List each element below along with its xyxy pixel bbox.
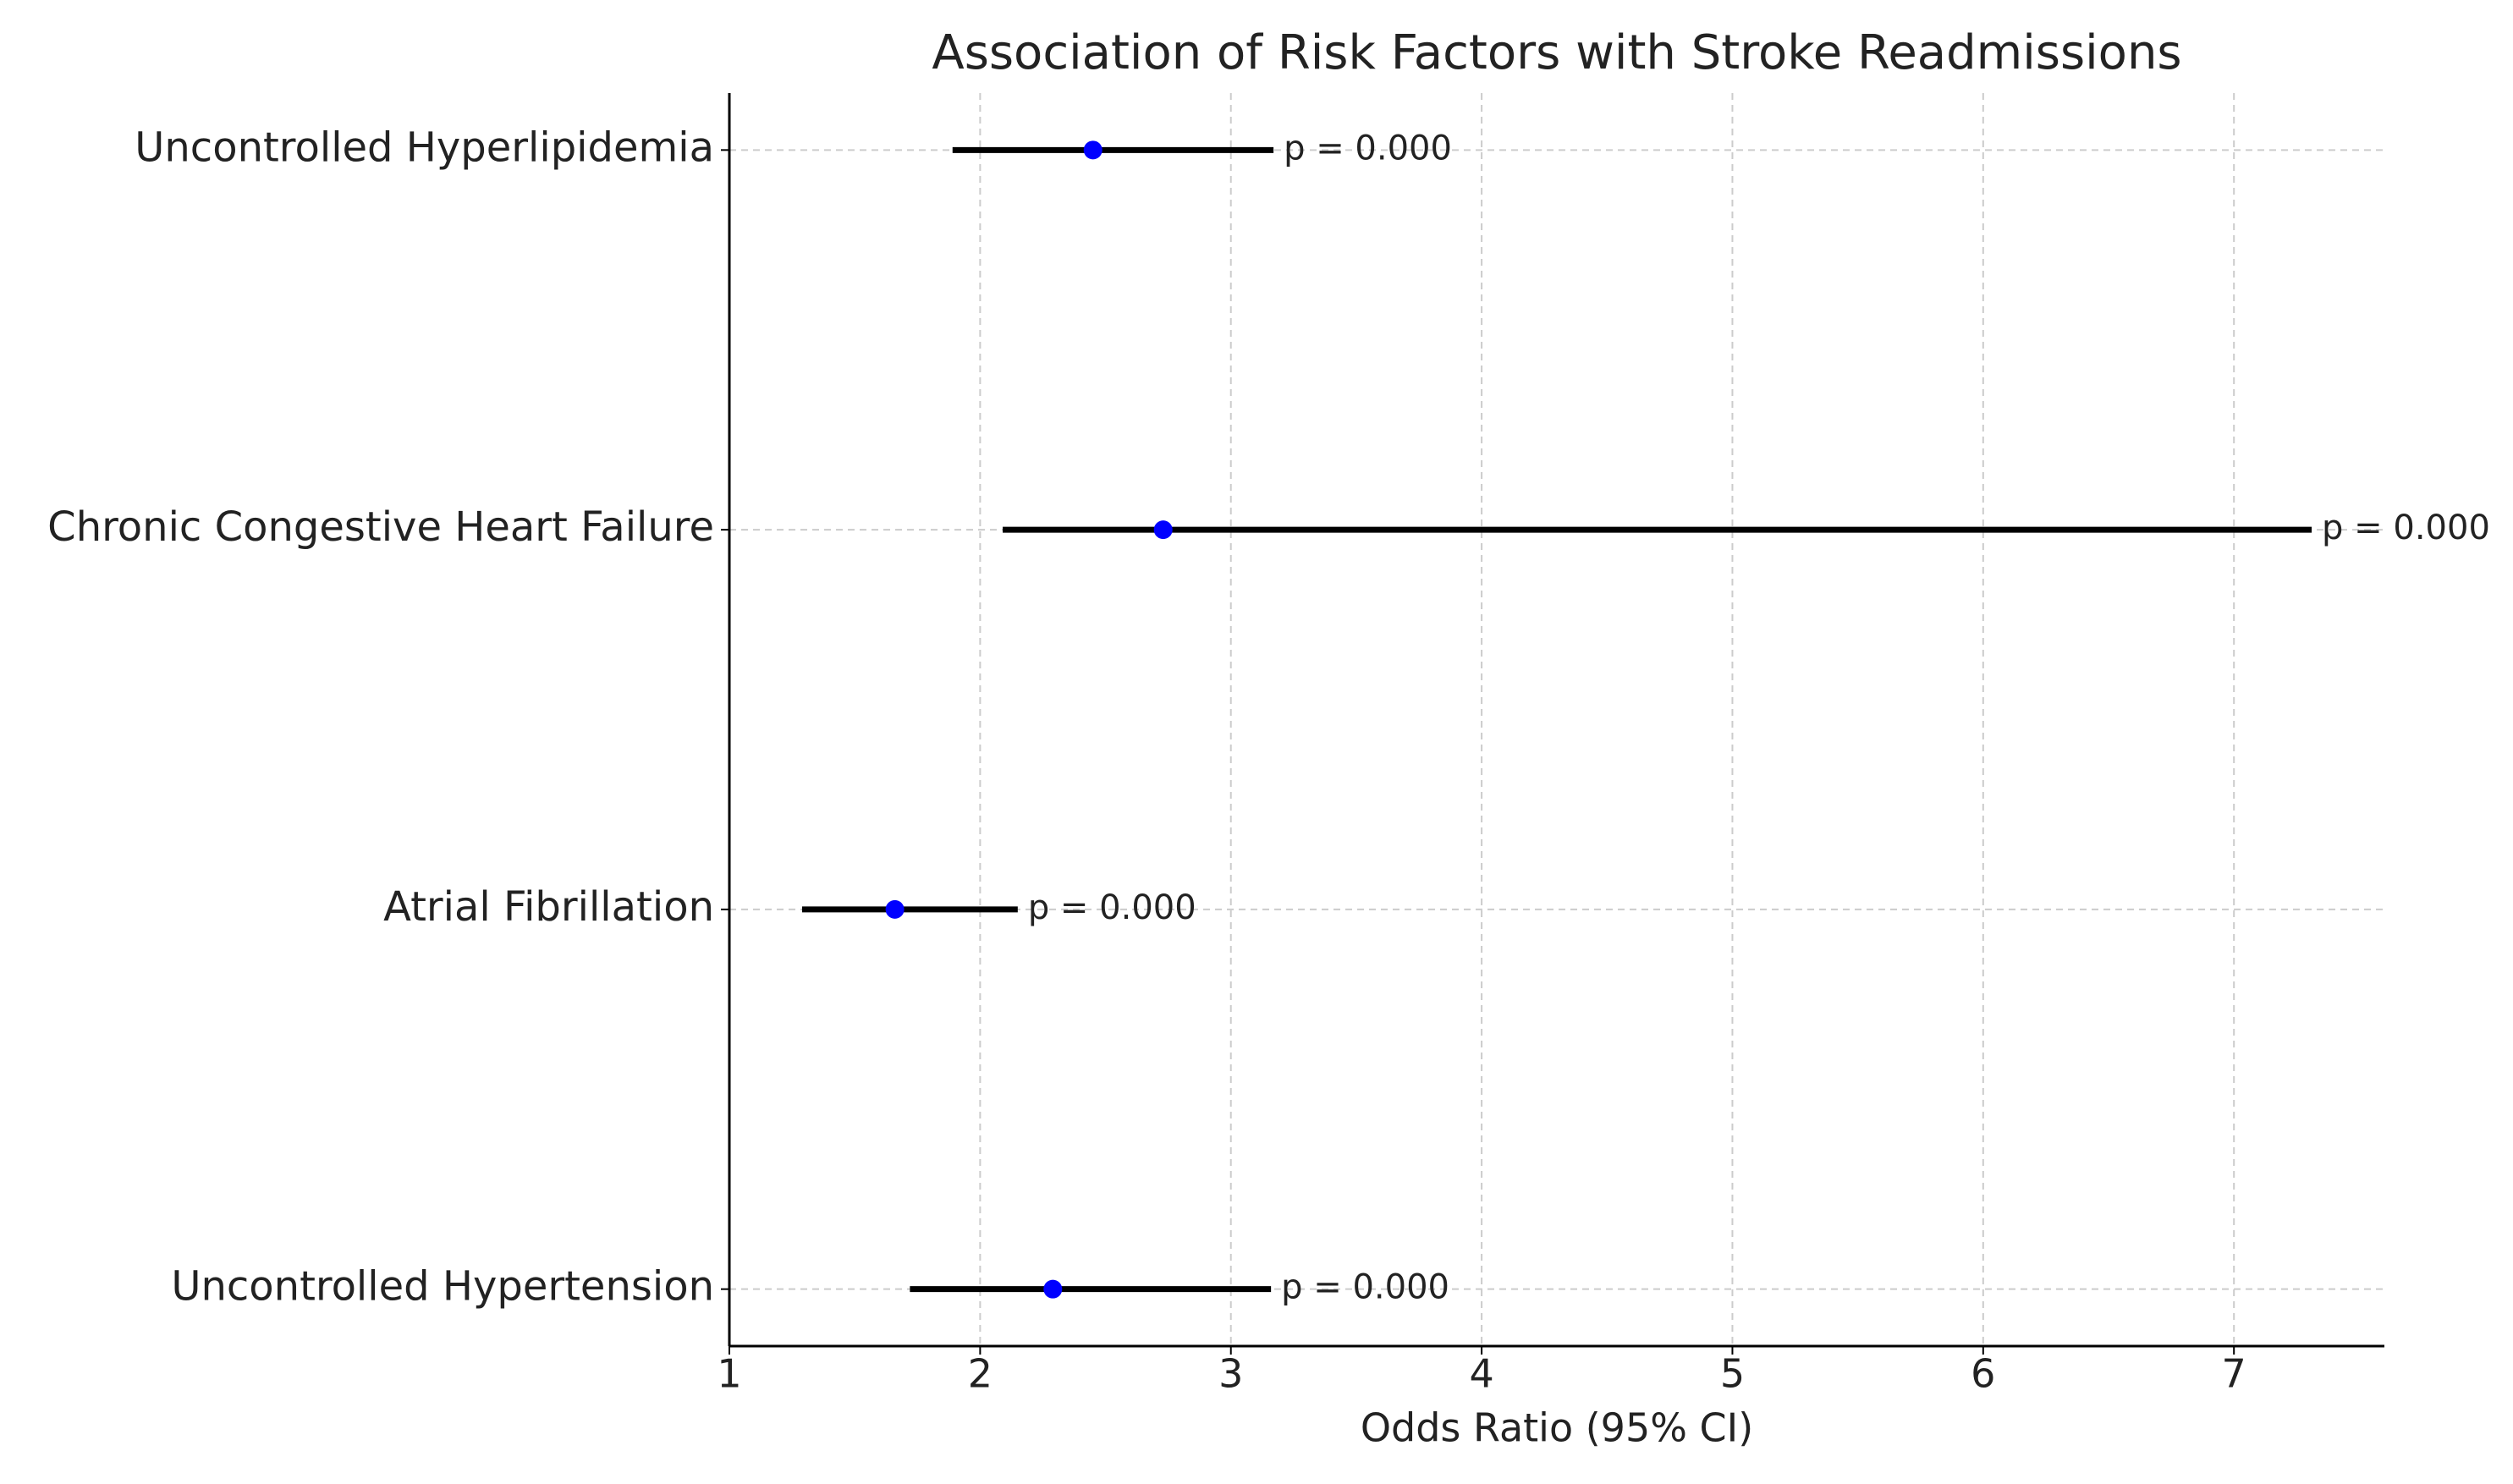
- p-value-label: p = 0.000: [1284, 129, 1452, 168]
- y-tick-label: Chronic Congestive Heart Failure: [47, 503, 714, 551]
- x-tick-label: 2: [968, 1351, 993, 1397]
- odds-ratio-point: [1083, 140, 1103, 160]
- chart-title: Association of Risk Factors with Stroke …: [932, 25, 2181, 80]
- x-tick-label: 4: [1469, 1351, 1493, 1397]
- y-tick-label: Atrial Fibrillation: [383, 883, 714, 931]
- x-tick-label: 1: [717, 1351, 741, 1397]
- p-value-label: p = 0.000: [1281, 1268, 1449, 1307]
- odds-ratio-point: [1153, 520, 1173, 540]
- x-tick-label: 5: [1720, 1351, 1745, 1397]
- y-tick-label: Uncontrolled Hyperlipidemia: [135, 124, 714, 171]
- p-value-label: p = 0.000: [1028, 888, 1196, 927]
- p-value-label: p = 0.000: [2322, 508, 2490, 547]
- odds-ratio-point: [885, 899, 905, 919]
- x-tick-label: 7: [2222, 1351, 2246, 1397]
- x-axis-label: Odds Ratio (95% CI): [1361, 1405, 1753, 1451]
- x-tick-label: 6: [1971, 1351, 1995, 1397]
- odds-ratio-point: [1043, 1279, 1063, 1299]
- x-tick-label: 3: [1218, 1351, 1243, 1397]
- y-tick-label: Uncontrolled Hypertension: [171, 1263, 714, 1311]
